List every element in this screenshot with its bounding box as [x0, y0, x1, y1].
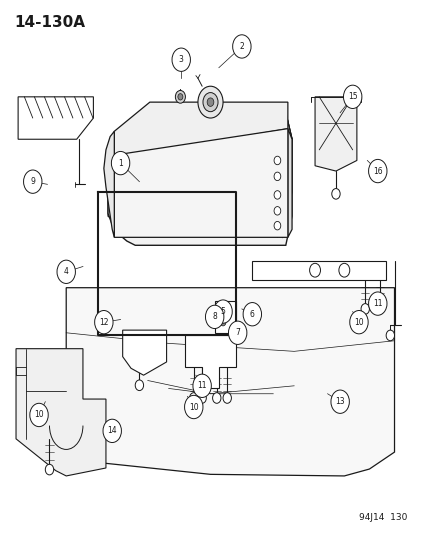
Polygon shape — [16, 349, 106, 476]
Circle shape — [45, 464, 53, 475]
Circle shape — [193, 374, 211, 398]
Circle shape — [198, 393, 206, 403]
Circle shape — [376, 304, 384, 314]
Circle shape — [233, 35, 251, 58]
Polygon shape — [123, 330, 167, 375]
Text: 6: 6 — [250, 310, 255, 319]
Circle shape — [274, 191, 281, 199]
Text: 14: 14 — [107, 426, 117, 435]
Circle shape — [112, 151, 130, 175]
Circle shape — [172, 48, 190, 71]
Text: 1: 1 — [118, 159, 123, 167]
Circle shape — [189, 393, 198, 403]
Circle shape — [203, 93, 218, 112]
Circle shape — [274, 207, 281, 215]
Circle shape — [214, 300, 232, 323]
Circle shape — [339, 263, 350, 277]
Text: 3: 3 — [179, 55, 184, 64]
Circle shape — [369, 159, 387, 183]
Polygon shape — [185, 335, 236, 389]
Circle shape — [274, 221, 281, 230]
Text: 5: 5 — [221, 307, 226, 316]
Polygon shape — [115, 128, 288, 237]
Circle shape — [344, 85, 362, 109]
Text: 11: 11 — [373, 299, 383, 308]
Circle shape — [274, 156, 281, 165]
Polygon shape — [104, 131, 115, 237]
Text: 94J14  130: 94J14 130 — [359, 513, 407, 522]
Polygon shape — [252, 261, 386, 280]
Text: 9: 9 — [30, 177, 35, 186]
Circle shape — [223, 393, 232, 403]
Circle shape — [95, 311, 113, 334]
Circle shape — [184, 395, 203, 419]
Text: 16: 16 — [373, 166, 383, 175]
Text: 14-130A: 14-130A — [14, 14, 85, 30]
Circle shape — [243, 303, 261, 326]
Circle shape — [332, 189, 340, 199]
Text: 11: 11 — [197, 381, 207, 390]
Circle shape — [386, 330, 394, 341]
Circle shape — [220, 311, 226, 318]
Polygon shape — [18, 97, 93, 139]
Text: 12: 12 — [99, 318, 109, 327]
Text: 10: 10 — [189, 402, 199, 411]
Text: 15: 15 — [348, 92, 357, 101]
Text: 7: 7 — [235, 328, 240, 337]
Polygon shape — [108, 113, 292, 245]
Circle shape — [205, 305, 224, 328]
Polygon shape — [108, 155, 141, 240]
Text: 10: 10 — [34, 410, 44, 419]
Circle shape — [176, 91, 185, 103]
Text: 10: 10 — [354, 318, 364, 327]
Circle shape — [369, 292, 387, 316]
Circle shape — [309, 263, 320, 277]
Circle shape — [57, 260, 75, 284]
Circle shape — [361, 304, 369, 314]
Circle shape — [229, 321, 247, 344]
Circle shape — [103, 419, 121, 442]
Circle shape — [207, 98, 214, 107]
Circle shape — [331, 390, 349, 414]
Text: 4: 4 — [64, 268, 69, 276]
Circle shape — [220, 303, 226, 310]
Circle shape — [135, 380, 144, 391]
Circle shape — [350, 311, 368, 334]
Circle shape — [30, 403, 48, 426]
Polygon shape — [115, 102, 288, 155]
Text: 8: 8 — [212, 312, 217, 321]
Circle shape — [274, 172, 281, 181]
Text: 13: 13 — [336, 397, 345, 406]
Polygon shape — [108, 113, 292, 192]
Polygon shape — [315, 97, 357, 171]
Circle shape — [24, 170, 42, 193]
Polygon shape — [66, 288, 394, 476]
Polygon shape — [282, 113, 292, 216]
Polygon shape — [288, 128, 292, 237]
Polygon shape — [215, 301, 236, 333]
Circle shape — [198, 86, 223, 118]
Circle shape — [213, 393, 221, 403]
Circle shape — [220, 318, 226, 326]
Circle shape — [178, 94, 183, 100]
Text: 2: 2 — [240, 42, 244, 51]
